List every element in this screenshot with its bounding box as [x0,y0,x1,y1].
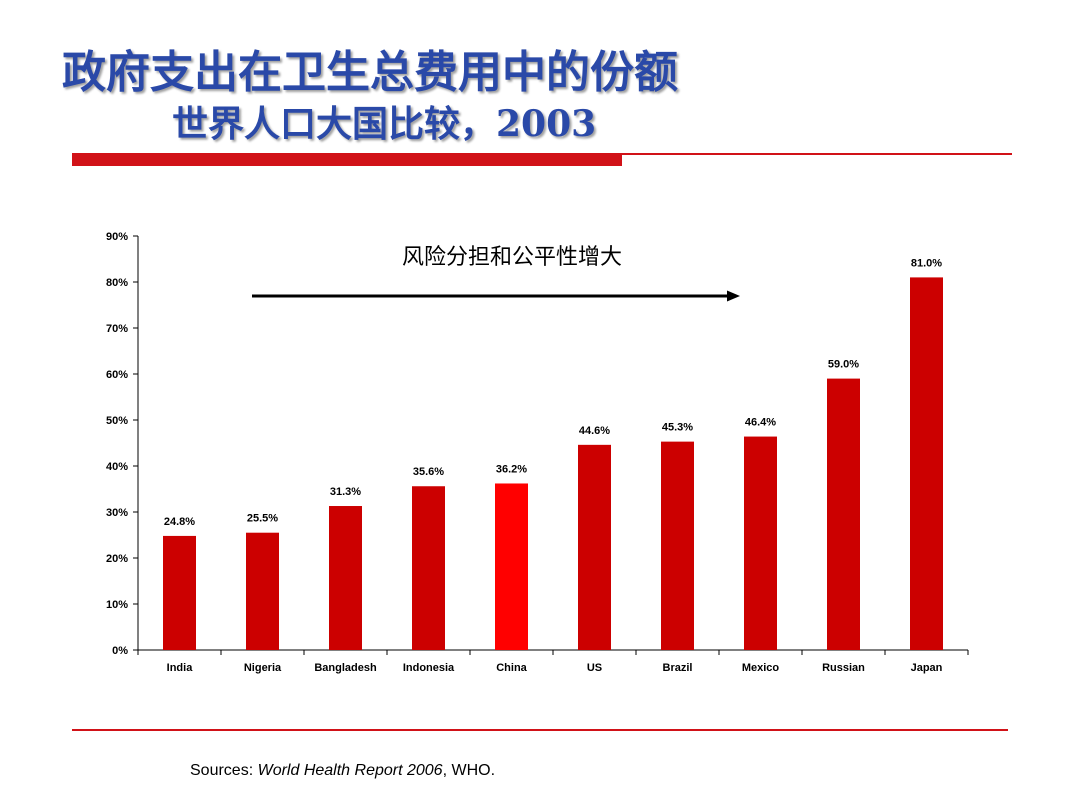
source-note: Sources: World Health Report 2006, WHO. [190,762,495,780]
x-tick-label: India [167,662,194,674]
bar-brazil [661,441,694,650]
x-tick-label: Indonesia [403,662,455,674]
y-tick-label: 50% [106,415,128,427]
y-tick-label: 80% [106,277,128,289]
data-label: 81.0% [911,257,942,269]
data-label: 35.6% [413,466,444,478]
data-label: 36.2% [496,463,527,475]
bar-india [163,535,196,650]
source-suffix: , WHO. [442,762,496,779]
data-label: 31.3% [330,486,361,498]
chart-annotation: 风险分担和公平性增大 [252,245,740,302]
y-tick-label: 0% [112,645,128,657]
data-label: 25.5% [247,513,278,525]
chart-value-labels: 24.8% 25.5% 31.3% 35.6% 36.2% 44.6% 45.3% 46.4%… [164,257,942,528]
y-tick-label: 20% [106,553,128,565]
x-tick-label: Nigeria [244,662,282,674]
y-tick-label: 70% [106,323,128,335]
y-tick-label: 90% [106,231,128,243]
data-label: 45.3% [662,422,693,434]
x-tick-label: Mexico [742,662,780,674]
bar-nigeria [246,532,279,650]
source-prefix: Sources: [190,762,258,779]
data-label: 24.8% [164,516,195,528]
x-tick-label: China [496,662,527,674]
x-tick-label: Russian [822,662,865,674]
title-underline-thin [72,153,1012,155]
x-tick-label: Brazil [663,662,693,674]
data-label: 44.6% [579,425,610,437]
x-tick-label: Bangladesh [314,662,377,674]
y-tick-label: 10% [106,599,128,611]
bar-china [495,483,528,650]
footer-rule [72,729,1008,731]
x-tick-label: Japan [911,662,943,674]
y-tick-label: 30% [106,507,128,519]
bar-japan [910,277,943,650]
bar-russian [827,378,860,650]
annotation-arrow-head [727,290,740,302]
y-tick-label: 40% [106,461,128,473]
data-label: 46.4% [745,417,776,429]
slide-title: 政府支出在卫生总费用中的份额 [62,47,678,98]
annotation-text: 风险分担和公平性增大 [402,245,622,270]
bar-mexico [744,436,777,650]
bar-bangladesh [329,506,362,650]
chart-bars [163,277,943,650]
bar-indonesia [412,486,445,650]
title-underline-thick [72,154,622,166]
bar-us [578,444,611,650]
data-label: 59.0% [828,359,859,371]
x-tick-label: US [587,662,602,674]
bar-chart: 0% 10% 20% 30% 40% 50% 60% 70% 80% 90% India Nigeri… [106,231,969,674]
y-tick-label: 60% [106,369,128,381]
source-report: World Health Report 2006 [257,762,443,779]
slide-subtitle: 世界人口大国比较，2003 [172,103,597,145]
